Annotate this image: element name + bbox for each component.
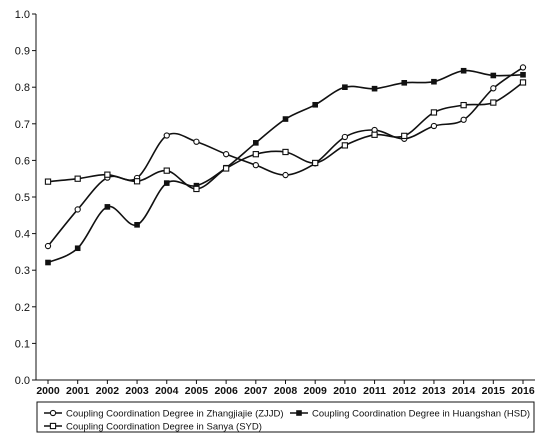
x-tick-label: 2016 (511, 385, 535, 397)
y-tick-label: 0.0 (15, 375, 30, 387)
legend-item-zjjd: Coupling Coordination Degree in Zhangjia… (44, 409, 284, 420)
x-tick-label: 2000 (36, 385, 60, 397)
data-point-hsd-2010 (342, 84, 348, 90)
series-points-hsd (45, 67, 526, 266)
data-point-zjjd-2016 (519, 64, 527, 71)
axes (35, 14, 535, 381)
x-tick-label: 2010 (333, 385, 357, 397)
data-point-hsd-2004 (163, 180, 170, 186)
y-tick-label: 1.0 (15, 9, 30, 21)
data-point-hsd-2008 (282, 116, 289, 122)
data-point-zjjd-2014 (460, 116, 467, 123)
data-point-syd-2001 (74, 175, 81, 182)
data-point-syd-2010 (341, 142, 349, 149)
series-points-zjjd (44, 64, 527, 250)
data-point-syd-2002 (104, 171, 111, 178)
data-point-zjjd-2007 (252, 162, 259, 169)
x-tick-label: 2006 (214, 385, 238, 397)
data-point-hsd-2009 (312, 101, 318, 108)
x-tick-label: 2002 (96, 385, 120, 397)
data-point-syd-2006 (222, 165, 230, 172)
data-point-syd-2016 (519, 79, 527, 86)
y-tick-label: 0.7 (15, 119, 30, 131)
y-tick-label: 0.2 (15, 302, 30, 314)
data-point-hsd-2015 (490, 72, 497, 79)
x-tick-label: 2001 (66, 385, 90, 397)
legend-swatch-marker (49, 409, 57, 417)
data-point-hsd-2013 (431, 78, 437, 85)
x-tick-label: 2012 (393, 385, 417, 397)
data-point-syd-2015 (490, 99, 497, 106)
data-point-syd-2012 (401, 132, 408, 140)
x-tick-label: 2015 (482, 385, 506, 397)
x-tick-label: 2005 (185, 385, 209, 397)
y-tick-label: 0.5 (15, 192, 30, 204)
data-point-syd-2007 (252, 151, 259, 158)
legend-swatch-marker (49, 422, 57, 430)
data-point-hsd-2005 (193, 182, 200, 189)
data-point-syd-2014 (460, 101, 467, 109)
data-point-hsd-2011 (371, 85, 378, 92)
data-point-hsd-2016 (520, 71, 526, 78)
series-markers (44, 64, 527, 266)
data-point-zjjd-2010 (341, 133, 349, 141)
x-tick-label: 2007 (244, 385, 268, 397)
data-point-zjjd-2005 (193, 138, 200, 145)
y-tick-label: 0.9 (15, 46, 30, 58)
data-point-hsd-2002 (104, 204, 111, 210)
x-tick-label: 2014 (452, 385, 476, 397)
data-point-hsd-2000 (45, 259, 51, 266)
data-point-zjjd-2000 (44, 242, 52, 250)
y-tick-label: 0.8 (15, 82, 30, 94)
y-tick-label: 0.6 (15, 155, 30, 167)
x-tick-label: 2008 (274, 385, 298, 397)
data-point-syd-2009 (312, 159, 319, 167)
series-line-hsd (47, 69, 524, 264)
x-tick-label: 2011 (363, 385, 386, 397)
series-points-syd (44, 79, 527, 193)
legend-item-hsd: Coupling Coordination Degree in Huangsha… (290, 409, 530, 420)
data-point-zjjd-2006 (222, 151, 230, 158)
data-point-hsd-2007 (253, 140, 259, 146)
x-axis-ticks: 2000 2001 2002 2003 2004 2005 2006 2007 2008 2009… (36, 380, 535, 397)
data-point-zjjd-2004 (163, 132, 170, 139)
data-point-zjjd-2013 (430, 122, 438, 130)
data-point-hsd-2012 (401, 80, 408, 86)
data-point-hsd-2014 (460, 67, 467, 74)
legend: Coupling Coordination Degree in Zhangjia… (36, 401, 535, 433)
y-tick-label: 0.4 (15, 229, 30, 241)
data-point-hsd-2003 (134, 222, 140, 228)
data-point-syd-2000 (44, 178, 52, 185)
legend-label-zjjd: Coupling Coordination Degree in Zhangjia… (66, 409, 284, 420)
data-point-hsd-2001 (74, 245, 81, 252)
x-tick-label: 2003 (125, 385, 149, 397)
y-tick-label: 0.1 (15, 338, 30, 350)
legend-item-syd: Coupling Coordination Degree in Sanya (S… (44, 422, 262, 433)
series-line-zjjd (47, 66, 524, 247)
data-point-zjjd-2015 (490, 85, 497, 92)
x-tick-label: 2004 (155, 385, 179, 397)
data-point-syd-2013 (430, 109, 438, 116)
legend-swatch-marker (296, 410, 302, 416)
series-lines (47, 66, 524, 264)
legend-label-hsd: Coupling Coordination Degree in Huangsha… (312, 409, 530, 420)
data-point-syd-2008 (282, 148, 289, 156)
data-point-syd-2003 (133, 178, 141, 185)
legend-box (36, 401, 535, 433)
y-axis-ticks: 0.0 0.1 0.2 0.3 0.4 0.5 0.6 0.7 0.8 0.9 1.0 (15, 9, 36, 387)
data-point-zjjd-2001 (74, 206, 81, 213)
x-tick-label: 2013 (422, 385, 446, 397)
x-tick-label: 2009 (304, 385, 328, 397)
y-tick-label: 0.3 (15, 265, 30, 277)
data-point-syd-2004 (163, 167, 170, 174)
data-point-syd-2011 (371, 131, 378, 138)
legend-label-syd: Coupling Coordination Degree in Sanya (S… (66, 422, 262, 433)
data-point-zjjd-2008 (282, 171, 289, 179)
data-point-syd-2005 (193, 185, 200, 193)
